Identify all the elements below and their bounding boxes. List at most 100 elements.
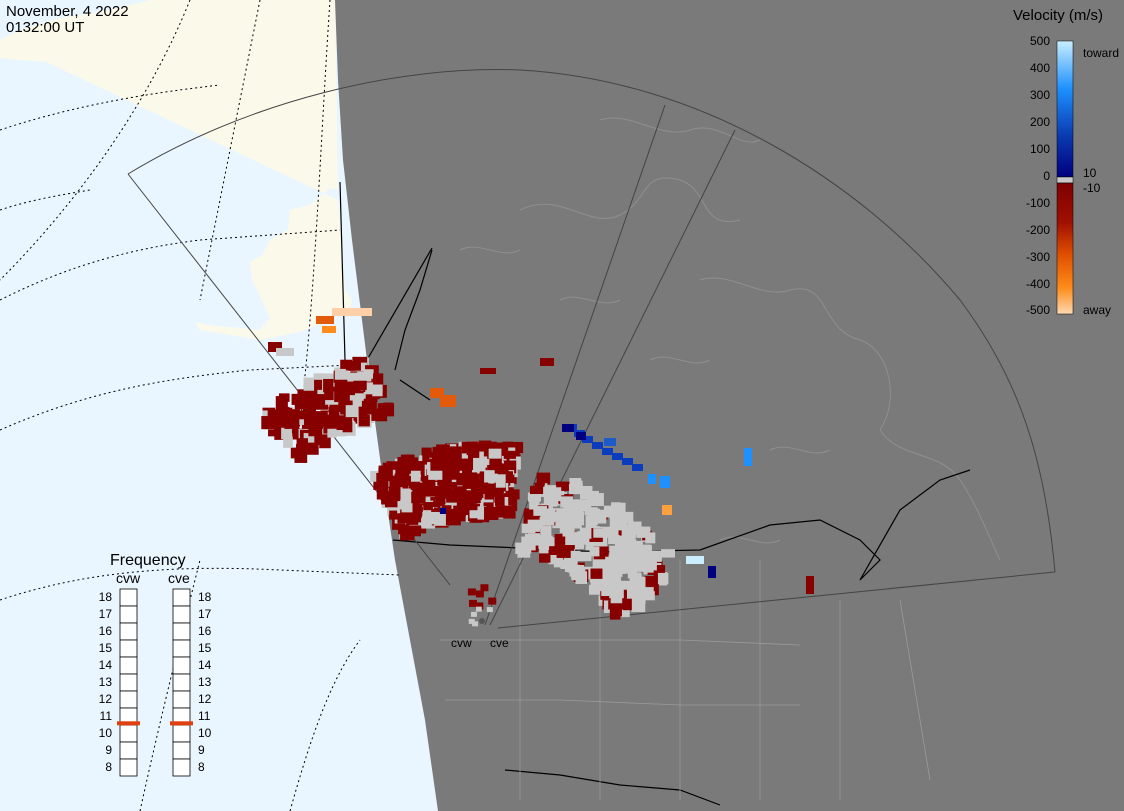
velocity-cell <box>446 490 461 503</box>
velocity-cell <box>620 580 632 590</box>
velocity-cell <box>424 483 435 494</box>
frequency-tick-label: 17 <box>99 607 113 621</box>
velocity-cell <box>570 550 581 560</box>
date-label: November, 4 2022 <box>6 3 129 20</box>
velocity-cell <box>308 426 323 437</box>
velocity-cell <box>495 505 507 518</box>
velocity-cell <box>283 436 293 448</box>
velocity-cell <box>323 378 334 393</box>
velocity-cell <box>592 442 603 449</box>
frequency-tick-label: 15 <box>99 641 113 655</box>
frequency-cell <box>119 639 138 658</box>
velocity-cell <box>376 486 389 500</box>
velocity-cell <box>303 405 314 419</box>
velocity-cell <box>345 405 359 418</box>
velocity-cell <box>423 502 433 511</box>
frequency-marker <box>170 721 193 726</box>
velocity-cell <box>343 382 355 396</box>
colorbar-tick-label: 100 <box>1030 142 1050 156</box>
velocity-cell <box>615 555 625 568</box>
velocity-cell <box>347 372 361 382</box>
frequency-tick-label: 12 <box>99 692 113 706</box>
velocity-cell <box>478 440 492 451</box>
frequency-panel: Frequency cvw cve 18 17 16 15 14 13 12 11 10 9 8 18… <box>99 552 212 777</box>
velocity-cell <box>653 565 666 578</box>
frequency-tick-label: 16 <box>99 624 113 638</box>
velocity-cell <box>305 387 316 399</box>
velocity-cell <box>437 474 448 486</box>
frequency-cell <box>119 588 138 607</box>
frequency-cell <box>119 690 138 709</box>
colorbar-label-minus10: -10 <box>1083 181 1101 195</box>
frequency-tick-label: 11 <box>100 709 113 723</box>
velocity-cell <box>541 515 551 525</box>
velocity-cell <box>320 422 334 434</box>
frequency-tick-label: 8 <box>198 760 205 774</box>
velocity-cell <box>585 515 597 528</box>
frequency-tick-label: 8 <box>105 760 112 774</box>
fov-divider <box>359 247 433 373</box>
colorbar-tick-label: -200 <box>1026 223 1050 237</box>
frequency-tick-label: 13 <box>99 675 113 689</box>
radar-label-cve: cve <box>490 636 509 650</box>
time-label: 0132:00 UT <box>6 19 84 36</box>
velocity-cell <box>465 485 476 494</box>
velocity-cell <box>556 517 567 527</box>
velocity-cell <box>475 602 484 610</box>
colorbar-tick-label: -500 <box>1026 303 1050 317</box>
velocity-cell <box>744 448 752 466</box>
velocity-cell <box>469 510 481 519</box>
velocity-cell <box>430 388 444 398</box>
radar-site-marker <box>479 618 485 624</box>
velocity-cell <box>489 459 499 468</box>
velocity-cell <box>559 542 572 556</box>
velocity-cell <box>538 535 553 545</box>
velocity-cell <box>316 316 334 324</box>
velocity-cell <box>280 406 290 420</box>
frequency-cell <box>172 605 191 624</box>
velocity-cell <box>273 419 289 428</box>
velocity-cell <box>445 498 457 509</box>
velocity-cell <box>536 472 551 485</box>
velocity-cell <box>372 387 383 397</box>
velocity-cell <box>552 487 562 502</box>
velocity-cell <box>398 524 410 535</box>
velocity-cell <box>480 368 496 374</box>
velocity-cell <box>303 416 315 429</box>
velocity-cell <box>559 524 571 534</box>
velocity-cell <box>305 444 319 455</box>
night-region <box>335 0 1124 811</box>
velocity-cell <box>470 611 477 617</box>
velocity-cell <box>429 511 439 525</box>
frequency-cell <box>119 758 138 777</box>
velocity-cell <box>468 599 477 607</box>
velocity-cell <box>602 448 613 455</box>
velocity-cell <box>521 536 536 551</box>
velocity-cell <box>303 433 315 443</box>
frequency-tick-label: 17 <box>198 607 212 621</box>
velocity-cell <box>336 418 352 430</box>
velocity-cell <box>615 545 630 558</box>
velocity-cell <box>627 521 642 533</box>
velocity-cell <box>629 552 645 564</box>
frequency-cell <box>172 656 191 675</box>
velocity-cell <box>597 575 608 588</box>
frequency-tick-label: 10 <box>198 726 212 740</box>
velocity-cell <box>617 535 630 545</box>
velocity-cell <box>533 506 547 516</box>
velocity-cell <box>294 448 305 458</box>
velocity-cell <box>598 526 613 538</box>
velocity-cell <box>322 326 336 333</box>
velocity-cell <box>621 528 637 538</box>
frequency-tick-label: 9 <box>198 743 205 757</box>
velocity-cell <box>471 479 483 489</box>
velocity-cell <box>414 482 424 496</box>
frequency-tick-label: 13 <box>198 675 212 689</box>
velocity-cell <box>503 450 516 459</box>
radar-label-cvw: cvw <box>451 636 472 650</box>
velocity-cell <box>358 414 370 427</box>
velocity-cell <box>639 544 651 556</box>
frequency-cell <box>119 741 138 760</box>
velocity-cell <box>582 436 593 443</box>
velocity-cell <box>478 484 491 494</box>
